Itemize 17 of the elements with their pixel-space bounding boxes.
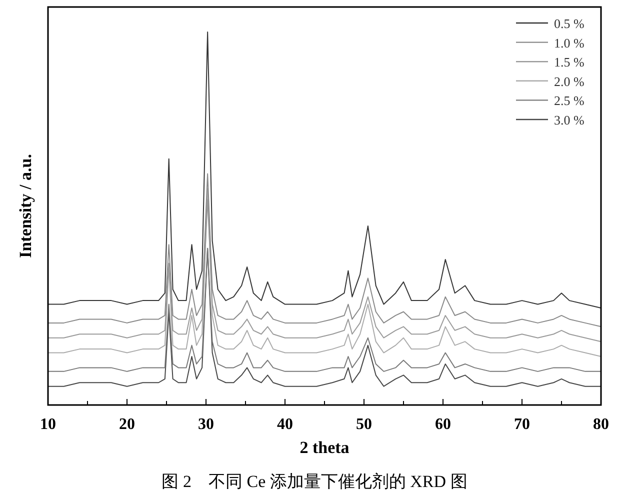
legend-label: 0.5 % — [554, 16, 584, 31]
x-tick-label: 10 — [40, 416, 56, 433]
legend-label: 3.0 % — [554, 112, 584, 128]
legend-label: 1.5 % — [554, 54, 584, 70]
legend-label: 1.0 % — [554, 35, 584, 50]
x-tick-label: 80 — [593, 416, 609, 433]
legend-label: 2.5 % — [554, 93, 584, 108]
x-tick-label: 70 — [514, 416, 530, 433]
x-tick-label: 20 — [119, 416, 135, 433]
legend-label: 2.0 % — [554, 74, 584, 89]
caption: 图 2 不同 Ce 添加量下催化剂的 XRD 图 — [162, 472, 468, 491]
y-axis-title: Intensity / a.u. — [16, 154, 35, 258]
x-tick-label: 40 — [277, 416, 293, 433]
x-tick-label: 50 — [356, 416, 372, 433]
x-tick-label: 60 — [435, 416, 451, 433]
x-tick-label: 30 — [198, 416, 214, 433]
x-axis-title: 2 theta — [300, 438, 350, 457]
